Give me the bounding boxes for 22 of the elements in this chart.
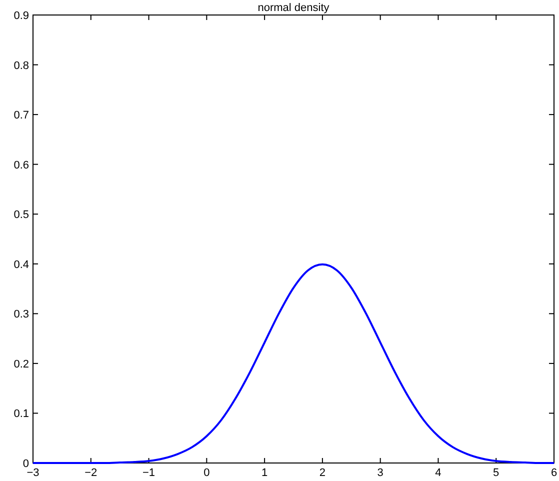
x-tick-label: 2	[319, 467, 326, 479]
y-tick-label: 0.6	[14, 159, 29, 172]
y-tick-label: 0.7	[14, 110, 29, 122]
line-series	[32, 263, 555, 464]
x-tick-label: −1	[142, 467, 156, 479]
x-tick-label: 4	[435, 467, 442, 479]
x-tick-label: 0	[204, 467, 210, 479]
x-tick-label: 1	[261, 467, 268, 479]
x-tick-label: 3	[377, 467, 384, 479]
y-tick-label: 0.2	[14, 358, 29, 370]
y-tick-label: 0.9	[14, 10, 29, 22]
y-tick-label: 0.8	[14, 60, 29, 72]
chart-title: normal density	[258, 2, 330, 14]
y-tick-label: 0.1	[14, 408, 29, 420]
y-tick-label: 0.3	[14, 308, 29, 321]
x-tick-label: −2	[84, 467, 98, 479]
y-tick-label: 0.4	[14, 258, 29, 271]
x-tick-label: 5	[493, 467, 500, 479]
x-tick-label: −3	[26, 467, 40, 479]
x-tick-label: 6	[550, 467, 558, 479]
y-tick-label: 0.5	[14, 209, 29, 222]
y-tick-label: 0	[22, 458, 29, 470]
